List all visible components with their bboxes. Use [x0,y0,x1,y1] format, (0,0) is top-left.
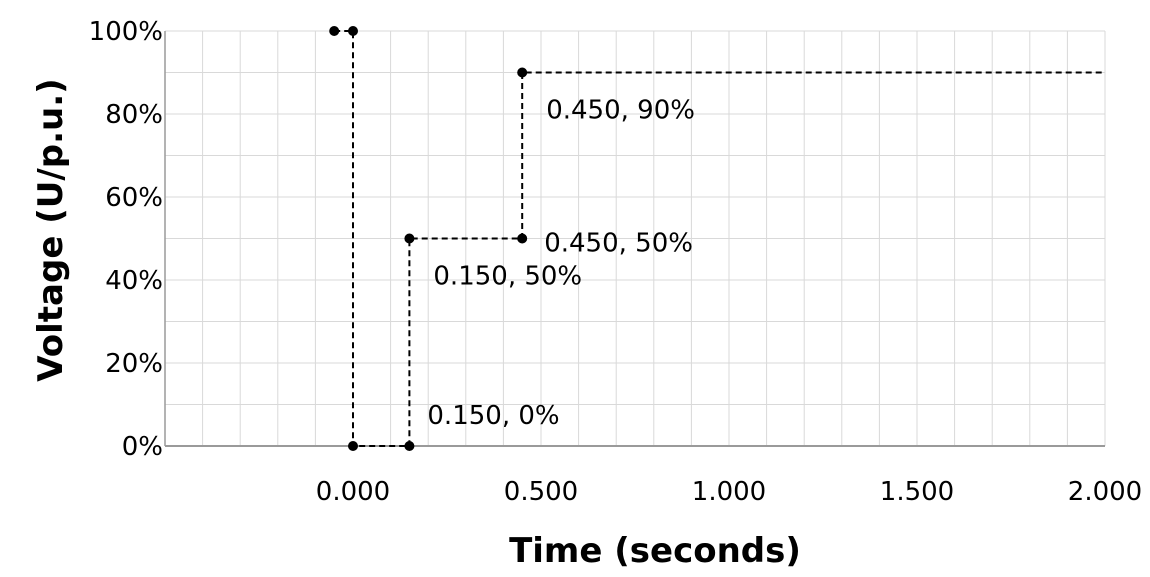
data-point [404,233,415,244]
x-tick-label: 1.000 [692,477,766,507]
data-label: 0.450, 50% [544,229,693,259]
data-point [348,26,358,36]
data-point [517,67,528,78]
y-tick-label: 80% [105,100,163,130]
data-point [329,26,340,36]
data-point [517,233,528,244]
y-tick-label: 40% [105,266,163,296]
tick-labels: 0% 20% 40% 60% 80% 100% 0.000 0.500 1.000 1.500 2.… [89,17,1143,507]
y-tick-label: 100% [89,17,163,47]
x-tick-label: 1.500 [880,477,954,507]
x-tick-label: 2.000 [1068,477,1142,507]
axes [164,31,1105,447]
x-tick-label: 0.500 [504,477,578,507]
data-labels: 0.450, 90% 0.450, 50%0.150, 50% 0.150, 0% [427,96,695,432]
x-tick-label: 0.000 [316,477,390,507]
data-point [404,441,415,451]
y-tick-label: 0% [122,432,163,462]
data-label: 0.150, 50% [433,262,582,292]
data-label: 0.150, 0% [427,401,559,431]
series-markers [329,26,528,451]
y-axis-title: Voltage (U/p.u.) [31,78,71,381]
series-path [334,30,1105,447]
y-tick-label: 20% [105,349,163,379]
data-point [348,441,358,451]
grid [164,30,1106,446]
data-label: 0.450, 90% [546,96,695,126]
x-axis-title: Time (seconds) [509,531,801,571]
series-line [334,30,1105,447]
y-tick-label: 60% [105,183,163,213]
